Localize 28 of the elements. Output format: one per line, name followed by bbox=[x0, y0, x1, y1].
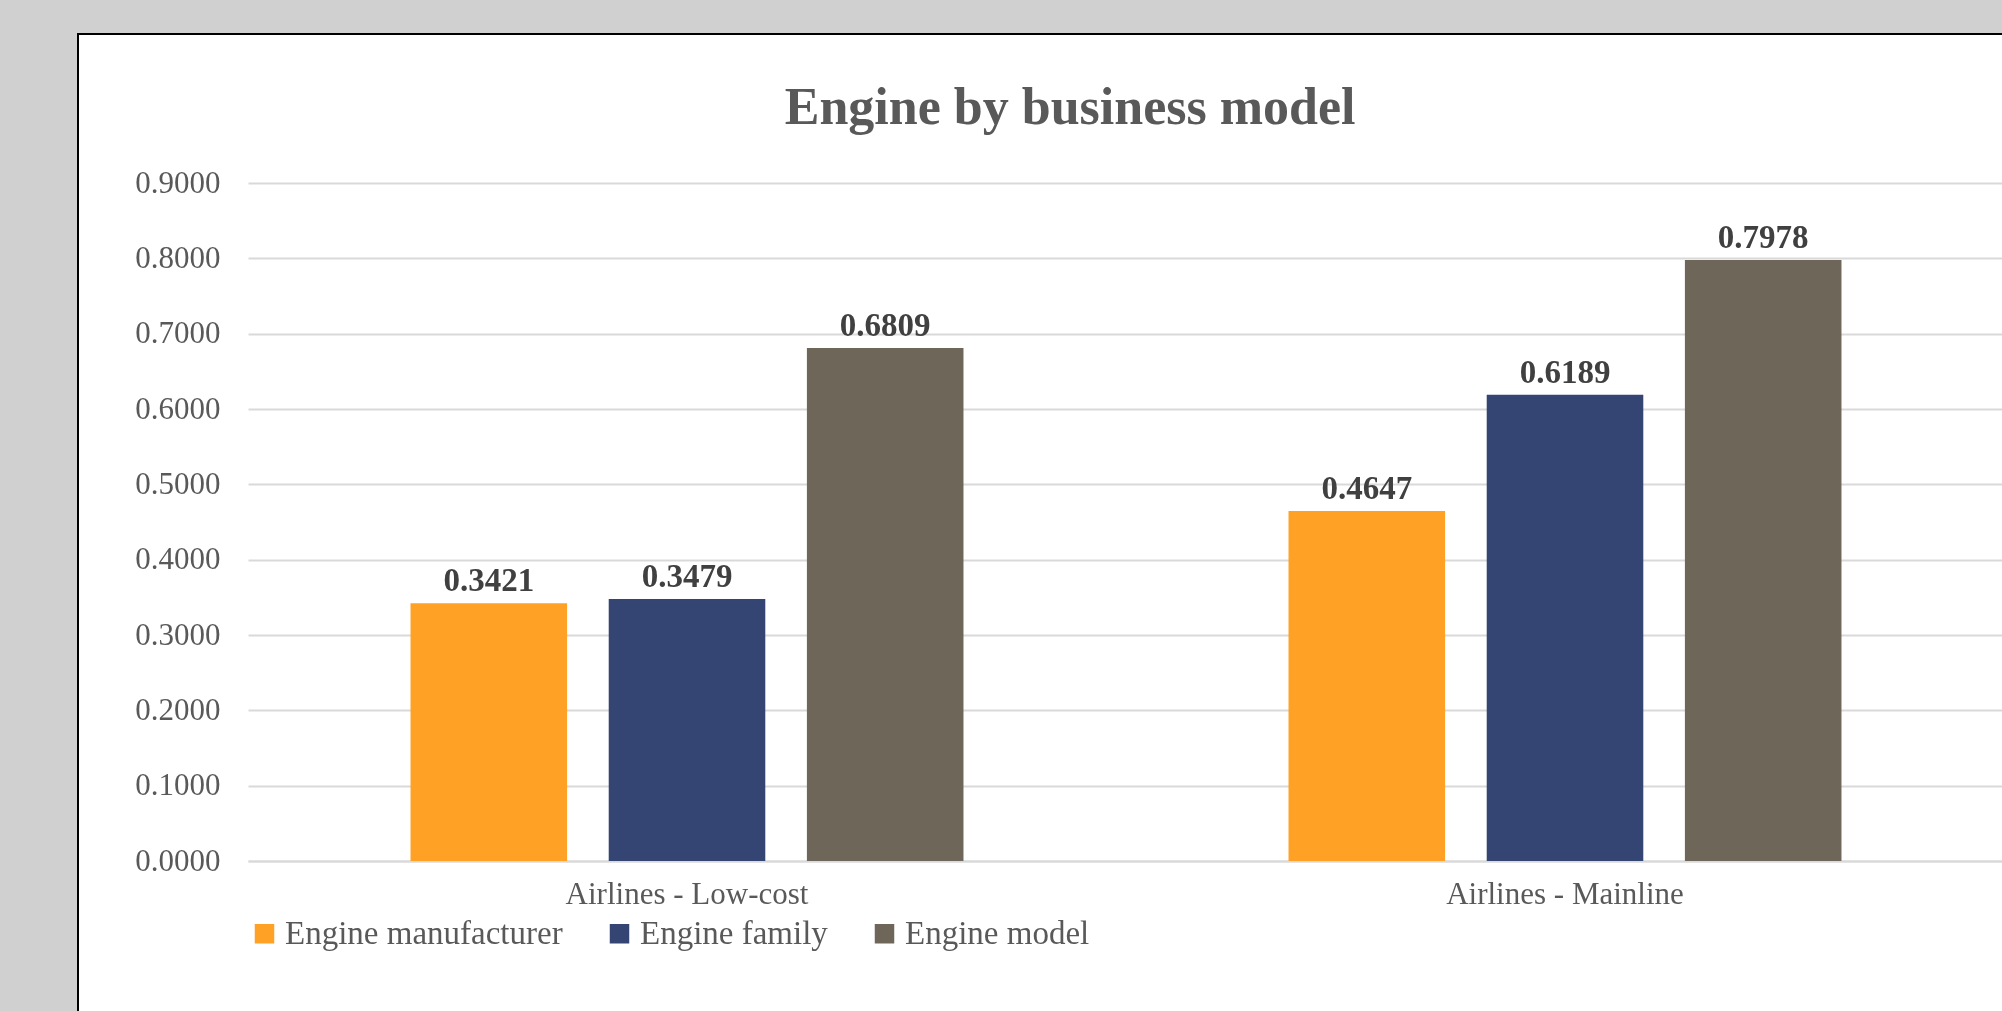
data-label: 0.3421 bbox=[443, 562, 535, 599]
bar bbox=[608, 598, 766, 861]
data-label: 0.6809 bbox=[839, 307, 931, 344]
y-tick-label: 0.0000 bbox=[135, 842, 221, 878]
y-tick-label: 0.6000 bbox=[135, 390, 221, 426]
x-tick-label: Airlines - Mainline bbox=[1446, 875, 1684, 911]
bar bbox=[1486, 394, 1644, 861]
legend-label: Engine manufacturer bbox=[285, 914, 563, 951]
y-tick-label: 0.3000 bbox=[135, 616, 221, 652]
x-tick-label: Airlines - Low-cost bbox=[565, 875, 809, 911]
y-tick-label: 0.8000 bbox=[135, 239, 221, 275]
bar bbox=[806, 348, 964, 861]
data-label: 0.6189 bbox=[1519, 353, 1611, 390]
data-label: 0.3479 bbox=[641, 557, 733, 594]
legend-label: Engine model bbox=[905, 914, 1090, 951]
y-tick-label: 0.9000 bbox=[135, 164, 221, 200]
bar bbox=[1288, 510, 1446, 861]
legend-label: Engine family bbox=[640, 914, 829, 951]
data-label: 0.4647 bbox=[1321, 469, 1413, 506]
y-tick-label: 0.7000 bbox=[135, 315, 221, 351]
y-tick-label: 0.2000 bbox=[135, 691, 221, 727]
y-tick-label: 0.5000 bbox=[135, 465, 221, 501]
chart-title: Engine by business model bbox=[784, 78, 1356, 135]
y-tick-label: 0.1000 bbox=[135, 767, 221, 803]
bar bbox=[410, 603, 568, 861]
y-tick-label: 0.4000 bbox=[135, 541, 221, 577]
data-label: 0.7978 bbox=[1717, 218, 1809, 255]
bar bbox=[1684, 259, 1842, 861]
